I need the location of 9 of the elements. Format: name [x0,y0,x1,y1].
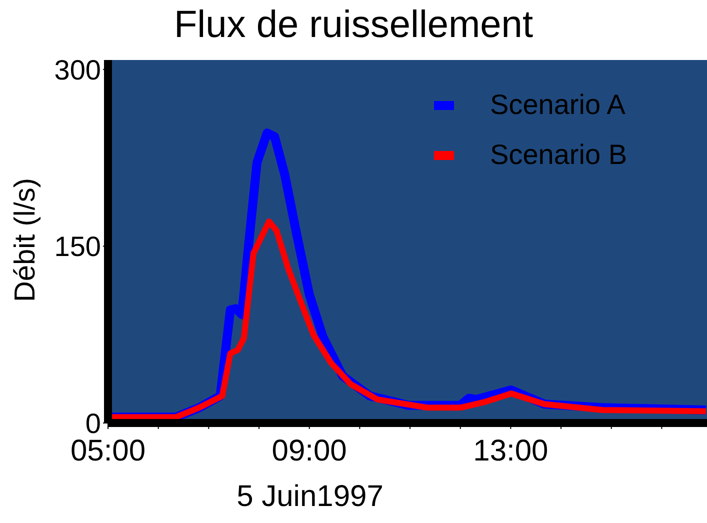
x-tick-label: 13:00 [473,434,548,468]
x-tick-label: 09:00 [272,434,347,468]
y-tick-label: 300 [54,54,101,86]
y-tick-label: 150 [54,231,101,262]
y-axis-title: Débit (l/s) [10,178,42,302]
chart-title: Flux de ruissellement [172,4,534,47]
legend-label: Scenario A [490,89,626,121]
legend-label: Scenario B [490,139,627,171]
x-axis-title: 5 Juin1997 [236,480,384,514]
